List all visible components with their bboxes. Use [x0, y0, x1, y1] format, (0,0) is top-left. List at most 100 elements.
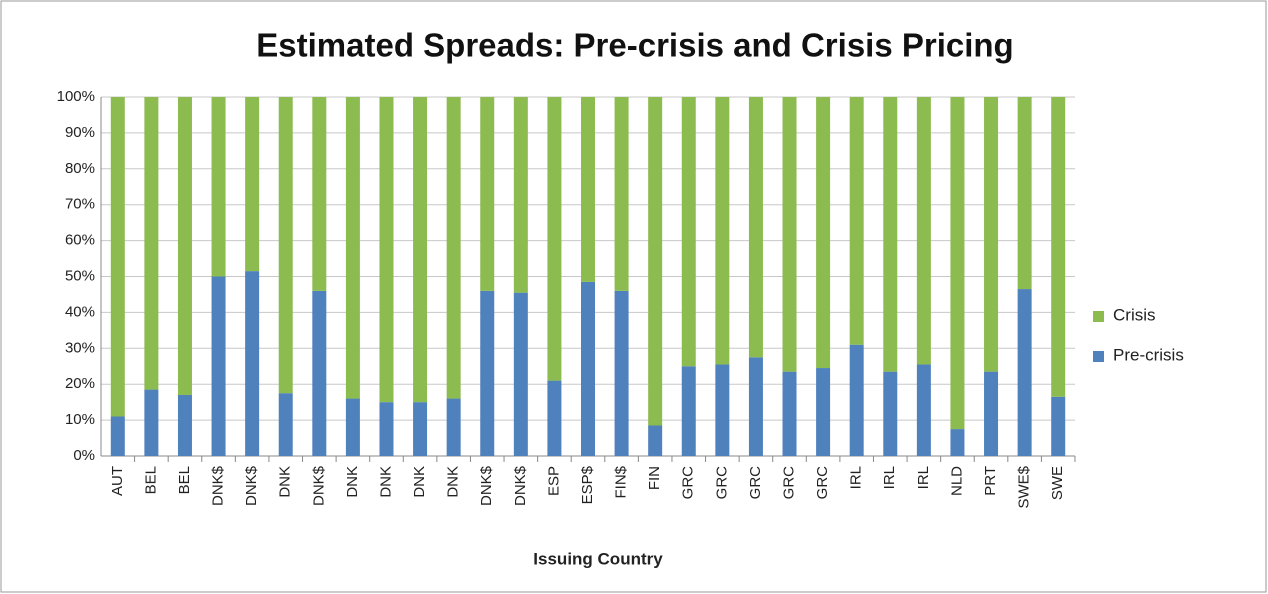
- bar-segment: [177, 97, 192, 395]
- bar-segment: [916, 364, 931, 456]
- x-tick-label: GRC: [680, 466, 697, 500]
- y-tick-label: 40%: [65, 303, 95, 320]
- bar-segment: [916, 97, 931, 365]
- bar-segment: [950, 429, 965, 456]
- x-tick-label: GRC: [747, 466, 764, 500]
- bar-segment: [681, 97, 696, 367]
- bar-segment: [984, 371, 999, 456]
- x-tick-label: GRC: [814, 466, 831, 500]
- bar-segment: [715, 97, 730, 365]
- y-tick-label: 60%: [65, 232, 95, 249]
- bar-segment: [614, 290, 629, 456]
- y-tick-label: 80%: [65, 160, 95, 177]
- legend-label: Pre-crisis: [1113, 345, 1184, 364]
- y-tick-label: 30%: [65, 339, 95, 356]
- y-tick-label: 10%: [65, 411, 95, 428]
- x-tick-label: DNK$: [478, 465, 495, 506]
- bar-segment: [547, 97, 562, 381]
- bar-segment: [648, 425, 663, 456]
- bar-segment: [144, 97, 159, 390]
- bar-segment: [581, 97, 595, 282]
- bar-segment: [748, 97, 763, 358]
- x-tick-label: DNK$: [512, 465, 529, 506]
- y-tick-label: 100%: [57, 88, 95, 105]
- x-tick-label: PRT: [982, 466, 999, 496]
- bar-segment: [413, 97, 428, 403]
- x-tick-label: SWE: [1049, 466, 1066, 500]
- bar-segment: [782, 371, 797, 456]
- x-tick-label: GRC: [713, 466, 730, 500]
- x-tick-label: AUT: [109, 466, 126, 496]
- bar-segment: [513, 97, 528, 293]
- bar-segment: [211, 276, 226, 456]
- bar-segment: [211, 97, 226, 277]
- bar-segment: [177, 394, 192, 456]
- bar-segment: [312, 290, 327, 456]
- bar-segment: [883, 97, 898, 372]
- x-tick-label: DNK$: [310, 465, 327, 506]
- x-tick-label: DNK: [277, 466, 294, 498]
- x-tick-label: BEL: [142, 466, 159, 494]
- x-tick-label: IRL: [881, 466, 898, 489]
- x-tick-label: FIN: [646, 466, 663, 490]
- x-tick-label: DNK: [411, 466, 428, 498]
- bar-segment: [480, 290, 495, 456]
- bar-segment: [278, 97, 293, 394]
- legend-swatch: [1093, 311, 1104, 322]
- bar-segment: [1051, 97, 1066, 397]
- bar-segment: [816, 97, 831, 369]
- bar-segment: [413, 402, 428, 456]
- bar-segment: [547, 380, 562, 456]
- bar-segment: [715, 364, 730, 456]
- x-tick-label: ESP: [545, 466, 562, 496]
- bar-segment: [513, 292, 528, 456]
- bar-segment: [950, 97, 965, 430]
- y-tick-label: 20%: [65, 375, 95, 392]
- x-tick-label: FIN$: [613, 465, 630, 498]
- y-tick-label: 50%: [65, 267, 95, 284]
- y-tick-label: 70%: [65, 196, 95, 213]
- bar-segment: [278, 393, 293, 456]
- bar-segment: [849, 97, 864, 345]
- bar-segment: [1051, 396, 1066, 456]
- bar-segment: [782, 97, 797, 372]
- x-tick-label: DNK: [445, 466, 462, 498]
- bar-segment: [1017, 289, 1032, 456]
- bar-segment: [345, 97, 360, 399]
- x-tick-label: BEL: [176, 466, 193, 494]
- y-tick-label: 90%: [65, 124, 95, 141]
- x-tick-label: NLD: [948, 466, 965, 496]
- bar-segment: [614, 97, 629, 291]
- bar-segment: [581, 281, 595, 456]
- x-tick-label: IRL: [848, 466, 865, 489]
- chart-title: Estimated Spreads: Pre-crisis and Crisis…: [256, 27, 1013, 64]
- bar-segment: [245, 97, 260, 272]
- x-tick-label: SWE$: [1016, 465, 1033, 508]
- bar-segment: [816, 368, 831, 456]
- x-tick-label: DNK: [377, 466, 394, 498]
- bar-segment: [883, 371, 898, 456]
- x-tick-label: GRC: [780, 466, 797, 500]
- x-tick-label: DNK$: [210, 465, 227, 506]
- bar-segment: [1017, 97, 1032, 290]
- bar-segment: [748, 357, 763, 456]
- bar-segment: [446, 97, 461, 399]
- x-tick-label: IRL: [915, 466, 932, 489]
- bar-segment: [681, 366, 696, 456]
- bar-segment: [312, 97, 327, 291]
- bar-segment: [245, 271, 260, 456]
- legend-swatch: [1093, 351, 1104, 362]
- bar-segment: [379, 402, 394, 456]
- x-tick-label: DNK: [344, 466, 361, 498]
- bar-segment: [648, 97, 663, 426]
- x-tick-label: DNK$: [243, 465, 260, 506]
- bar-segment: [480, 97, 495, 291]
- bar-segment: [144, 389, 159, 456]
- bar-segment: [984, 97, 999, 372]
- legend-label: Crisis: [1113, 305, 1156, 324]
- y-tick-label: 0%: [73, 447, 95, 464]
- x-axis-title: Issuing Country: [533, 549, 663, 568]
- x-tick-label: ESP$: [579, 465, 596, 504]
- bar-segment: [446, 398, 461, 456]
